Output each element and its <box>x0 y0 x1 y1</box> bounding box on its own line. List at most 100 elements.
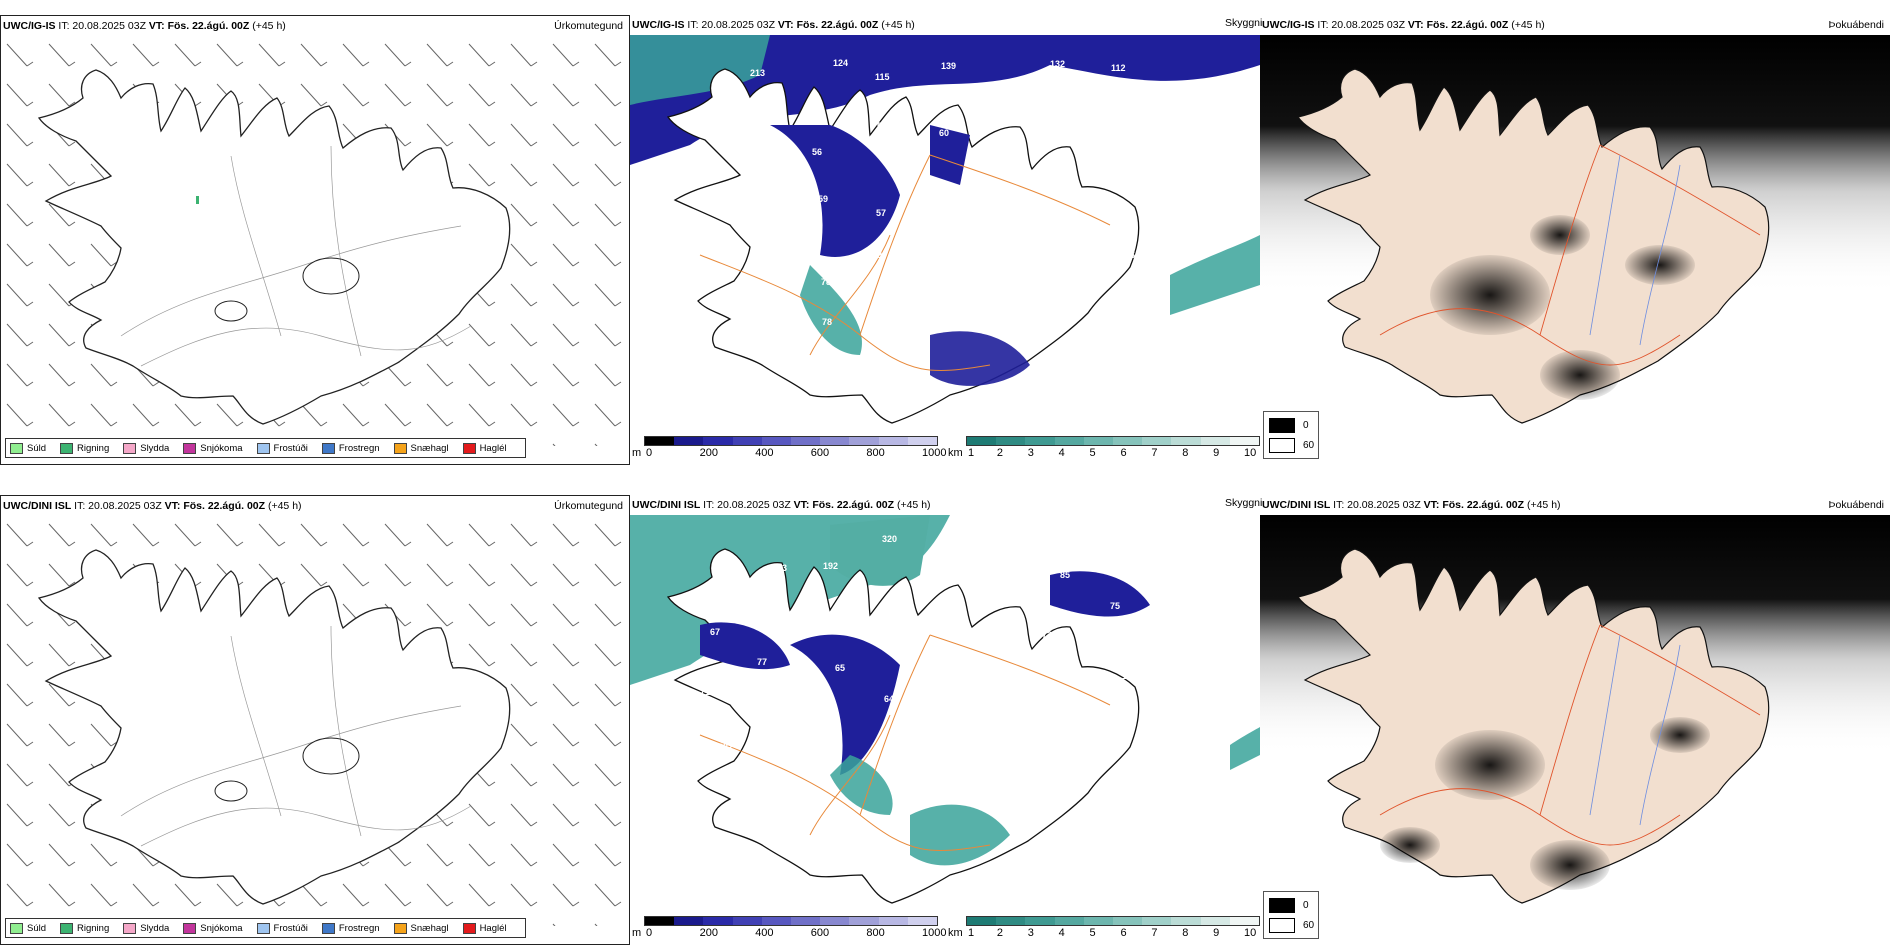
colorbar-segment <box>1025 917 1055 925</box>
colorbar-segment <box>761 437 792 445</box>
colorbar-segment <box>1113 437 1143 445</box>
fog-legend: 0 60 <box>1263 411 1319 459</box>
cloudbase-value-label: 60 <box>939 128 949 138</box>
cloudbase-value-label: 69 <box>775 187 785 197</box>
cloudbase-value-label: 82 <box>1059 179 1069 189</box>
cloudbase-value-label: 37 <box>982 659 992 669</box>
colorbar-tick: 2 <box>996 927 1003 939</box>
legend-swatch <box>60 922 74 934</box>
colorbar-segment <box>674 917 704 925</box>
cloudbase-value-label: 60 <box>999 265 1009 275</box>
colorbar-tick: 8 <box>1182 927 1189 939</box>
colorbar-tick: 7 <box>1151 927 1158 939</box>
colorbar-tick: 1 <box>968 927 975 939</box>
colorbar-tick: 9 <box>1213 927 1220 939</box>
fog-map <box>1260 35 1890 445</box>
panel-title: UWC/DINI ISL IT: 20.08.2025 03Z VT: Fös.… <box>1262 499 1561 511</box>
colorbar-tick: 1 <box>968 447 975 459</box>
legend-label: Snjókoma <box>200 922 243 934</box>
legend-item: Frostregn <box>321 922 380 934</box>
cloudbase-value-label: 57 <box>877 121 887 131</box>
cloudbase-value-label: 59 <box>1001 138 1011 148</box>
legend-swatch <box>183 442 197 454</box>
cloudbase-value-label: 67 <box>710 627 720 637</box>
cloudbase-value-label: 109 <box>717 89 732 99</box>
legend-label: Snæhagl <box>410 922 449 934</box>
cloudbase-value-label: 103 <box>1122 671 1137 681</box>
legend-label: Snæhagl <box>410 442 449 454</box>
panel-precip-type-bottom: UWC/DINI ISL IT: 20.08.2025 03Z VT: Fös.… <box>0 495 631 945</box>
cloudbase-value-label: 262 <box>1169 662 1184 672</box>
cloudbase-value-label: 136 <box>984 89 999 99</box>
cloudbase-value-label: 73 <box>1042 630 1052 640</box>
cloudbase-colorbar: m 0 200 400 600 800 1000 <box>632 436 946 462</box>
legend-label: Rigning <box>77 442 110 454</box>
colorbar-tick: 5 <box>1089 927 1096 939</box>
colorbar-tick: 800 <box>866 927 885 939</box>
legend-swatch <box>10 442 23 454</box>
panel-variable-label: Úrkomutegund <box>554 500 623 512</box>
cloudbase-value-label: 85 <box>1060 570 1070 580</box>
legend-swatch <box>393 922 407 934</box>
legend-label: Haglél <box>479 922 507 934</box>
colorbar-tick: 8 <box>1182 447 1189 459</box>
colorbar-tick: 3 <box>1027 447 1034 459</box>
colorbar-tick: 200 <box>699 927 718 939</box>
colorbar-segment <box>1025 437 1055 445</box>
cloudbase-value-label: 66 <box>993 623 1003 633</box>
cloudbase-value-label: 39 <box>866 330 876 340</box>
cloudbase-value-label: 132 <box>1050 59 1065 69</box>
cloudbase-value-label: 139 <box>941 61 956 71</box>
panel-precip-type-top: UWC/IG-IS IT: 20.08.2025 03Z VT: Fös. 22… <box>0 15 631 465</box>
visibility-label: Skyggni <box>1225 497 1263 509</box>
cloudbase-value-label: 77 <box>884 596 894 606</box>
colorbar-segment <box>820 917 850 925</box>
legend-label: Slydda <box>140 442 170 454</box>
colorbar-segment <box>1083 917 1114 925</box>
cloudbase-value-label: 81 <box>1180 601 1190 611</box>
cloudbase-value-label: 58 <box>1103 205 1113 215</box>
legend-item: Snjókoma <box>183 442 243 454</box>
cloudbase-value-label: 112 <box>1111 63 1126 73</box>
colorbar-segment <box>878 917 908 925</box>
cloudbase-value-label: 458 <box>758 739 773 749</box>
precip-type-map <box>1 516 631 926</box>
legend-swatch <box>321 442 335 454</box>
legend-label: Rigning <box>77 922 110 934</box>
legend-swatch <box>256 442 270 454</box>
legend-label: Haglél <box>479 442 507 454</box>
colorbar-segment <box>878 437 908 445</box>
legend-label: Súld <box>27 442 47 454</box>
visibility-colorbar: km 1 2 3 4 5 6 7 8 9 10 <box>948 916 1260 942</box>
colorbar-segment <box>907 917 938 925</box>
cloudbase-value-label: 75 <box>1045 274 1055 284</box>
cloudbase-value-label: 64 <box>884 694 894 704</box>
colorbar-segment <box>1171 437 1201 445</box>
colorbar-segment <box>674 437 704 445</box>
precip-type-legend: Súld Rigning Slydda Snjókoma Frostúði Frostre… <box>5 918 526 938</box>
cloudbase-value-label: 122 <box>1051 687 1066 697</box>
legend-label: Frostregn <box>338 922 380 934</box>
colorbar-tick: 400 <box>755 927 774 939</box>
colorbar-segment <box>996 437 1026 445</box>
cloudbase-value-label: 50 <box>1178 213 1188 223</box>
cloudbase-value-label: 277 <box>1157 81 1172 91</box>
cloudbase-value-label: 77 <box>757 657 767 667</box>
colorbar-tick: 800 <box>866 447 885 459</box>
colorbar-tick: 200 <box>699 447 718 459</box>
legend-swatch <box>60 442 74 454</box>
precip-type-map <box>1 36 631 446</box>
colorbar-segment <box>761 917 792 925</box>
cloudbase-value-label: 115 <box>875 72 890 82</box>
colorbar-segment <box>1054 917 1084 925</box>
cloudbase-value-label: 42 <box>947 309 957 319</box>
colorbar-segment <box>1142 917 1172 925</box>
legend-item: Frostregn <box>321 442 380 454</box>
panel-cloudbase-top: UWC/IG-IS IT: 20.08.2025 03Z VT: Fös. 22… <box>630 15 1260 465</box>
legend-item: Haglél <box>462 922 507 934</box>
legend-item: Slydda <box>123 442 170 454</box>
colorbar-segment <box>1229 437 1260 445</box>
colorbar-segment <box>732 917 762 925</box>
cloudbase-value-label: 57 <box>876 208 886 218</box>
legend-item: Slydda <box>123 922 169 934</box>
